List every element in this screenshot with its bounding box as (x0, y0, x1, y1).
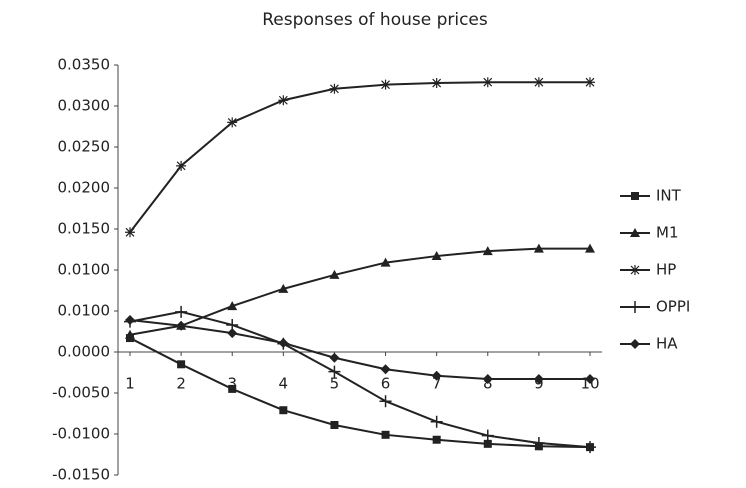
point (328, 365, 341, 378)
point (481, 429, 494, 442)
x-tick-label: 7 (432, 375, 442, 393)
point (533, 374, 544, 385)
legend-marker (630, 339, 640, 349)
legend-marker (631, 192, 639, 200)
y-tick-label: 0.0100 (58, 261, 111, 279)
legend-label: INT (656, 187, 682, 205)
y-tick-label: 0.0350 (58, 56, 111, 74)
point (278, 95, 289, 106)
series-line (129, 310, 591, 449)
series-line (129, 319, 590, 381)
point (432, 435, 441, 444)
legend-label: HP (656, 261, 676, 279)
point (585, 374, 595, 385)
point (482, 374, 493, 385)
point (125, 329, 135, 339)
point (482, 246, 493, 256)
point (177, 360, 186, 369)
point (278, 337, 289, 348)
x-tick-label: 3 (227, 375, 237, 393)
x-tick-label: 4 (279, 375, 289, 393)
point (585, 77, 595, 88)
series-line (129, 247, 590, 336)
legend-marker (630, 228, 640, 237)
legend-label: OPPI (656, 298, 690, 316)
point (176, 320, 187, 331)
point (175, 305, 188, 318)
point (227, 117, 238, 128)
point (430, 415, 443, 428)
y-tick-label: 0.0200 (58, 179, 111, 197)
point (431, 251, 442, 261)
point (379, 395, 392, 408)
point (431, 370, 442, 381)
series-line (129, 337, 591, 449)
legend-label: M1 (656, 224, 679, 242)
point (329, 83, 340, 94)
x-tick-label: 2 (176, 375, 186, 393)
series-line (129, 81, 590, 233)
legend-marker (629, 301, 641, 313)
point (584, 441, 596, 454)
legend-label: HA (656, 335, 678, 353)
y-tick-label: -0.0150 (52, 466, 110, 484)
point (380, 364, 391, 375)
x-tick-label: 6 (381, 375, 391, 393)
point (329, 352, 340, 363)
y-tick-label: 0.0250 (58, 138, 111, 156)
x-tick-label: 5 (330, 375, 340, 393)
point (227, 301, 238, 311)
y-tick-label: 0.0000 (58, 343, 111, 361)
point (533, 77, 544, 88)
point (228, 384, 237, 393)
point (176, 160, 187, 171)
point (227, 328, 238, 339)
point (380, 79, 391, 90)
point (585, 243, 595, 253)
y-tick-label: 0.0150 (58, 220, 111, 238)
legend-marker (630, 265, 640, 275)
point (279, 406, 288, 415)
point (330, 420, 339, 429)
chart-title: Responses of house prices (262, 10, 488, 30)
point (381, 430, 390, 439)
y-tick-label: -0.0050 (52, 384, 110, 402)
point (380, 257, 391, 267)
point (533, 243, 544, 253)
point (329, 269, 340, 279)
y-tick-label: 0.0100 (58, 302, 111, 320)
point (278, 283, 289, 293)
point (125, 315, 135, 326)
x-tick-label: 1 (125, 375, 135, 393)
point (532, 437, 545, 450)
y-tick-label: -0.0100 (52, 425, 110, 443)
point (482, 77, 493, 88)
point (125, 227, 135, 238)
y-tick-label: 0.0300 (58, 97, 111, 115)
point (483, 439, 492, 448)
point (431, 78, 442, 89)
